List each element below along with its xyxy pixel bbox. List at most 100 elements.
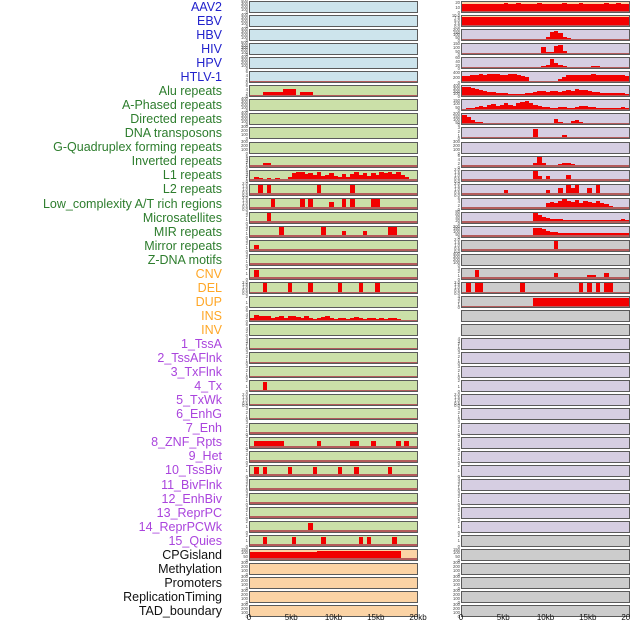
track-label-cpgisland[interactable]: CPGisland bbox=[162, 547, 222, 562]
track-label-dna-transposons[interactable]: DNA transposons bbox=[124, 126, 222, 141]
track-label-l1-repeats[interactable]: L1 repeats bbox=[162, 168, 222, 183]
y-tick-label: 2 bbox=[245, 329, 248, 335]
y-tick-label: 0 bbox=[245, 23, 248, 29]
y-tick-label: 0 bbox=[245, 473, 248, 479]
bar bbox=[266, 316, 272, 322]
y-tick-label: 200 bbox=[241, 60, 248, 66]
bar bbox=[279, 441, 284, 448]
track-label-15-quies[interactable]: 15_Quies bbox=[168, 533, 222, 548]
y-tick-label: 1 bbox=[457, 468, 460, 474]
track-label-a-phased-repeats[interactable]: A-Phased repeats bbox=[121, 98, 222, 113]
track-label-promoters[interactable]: Promoters bbox=[164, 575, 222, 590]
track-bars bbox=[462, 269, 629, 279]
track-label-hpv[interactable]: HPV bbox=[196, 56, 222, 70]
bar bbox=[503, 102, 509, 111]
bar bbox=[558, 3, 563, 12]
bar bbox=[337, 318, 343, 322]
bar bbox=[570, 3, 576, 12]
track-label-8-znf-rpts[interactable]: 8_ZNF_Rpts bbox=[151, 435, 222, 450]
bar bbox=[578, 16, 584, 27]
track-label-13-reprpc[interactable]: 13_ReprPC bbox=[156, 505, 222, 520]
track-label-g-quadruplex-forming-repeats[interactable]: G-Quadruplex forming repeats bbox=[53, 140, 222, 155]
y-tick-label: 100 bbox=[241, 550, 248, 556]
bar bbox=[262, 91, 268, 97]
track-bars bbox=[250, 466, 417, 476]
track-label-alu-repeats[interactable]: Alu repeats bbox=[158, 84, 222, 99]
track-label-del[interactable]: DEL bbox=[197, 280, 222, 295]
track-label-microsatellites[interactable]: Microsatellites bbox=[142, 210, 222, 225]
track-plot bbox=[249, 352, 418, 365]
bar bbox=[354, 172, 359, 181]
track-label-methylation[interactable]: Methylation bbox=[158, 561, 222, 576]
bar bbox=[620, 219, 626, 223]
baseline bbox=[250, 179, 417, 181]
y-tick-label: 2.0 bbox=[454, 237, 460, 243]
y-tick-label: 2 bbox=[457, 378, 460, 384]
y-tick-label: 1 bbox=[457, 344, 460, 350]
bar bbox=[566, 232, 571, 237]
bar bbox=[570, 121, 576, 125]
bar bbox=[371, 199, 376, 209]
baseline bbox=[462, 80, 629, 83]
track-label-12-enhbiv[interactable]: 12_EnhBiv bbox=[161, 491, 222, 506]
track-label-6-enhg[interactable]: 6_EnhG bbox=[176, 407, 222, 422]
bar bbox=[624, 3, 629, 12]
track-label-mir-repeats[interactable]: MIR repeats bbox=[153, 224, 222, 239]
track-plot bbox=[249, 29, 418, 42]
track-label-ins[interactable]: INS bbox=[201, 308, 222, 323]
bar bbox=[341, 318, 347, 322]
track-label-5-txwk[interactable]: 5_TxWk bbox=[176, 393, 222, 408]
bar bbox=[482, 106, 488, 111]
y-axis-ticks: 0 100 200 300 bbox=[228, 588, 248, 604]
baseline bbox=[250, 263, 417, 265]
track-label-hiv[interactable]: HIV bbox=[201, 41, 222, 56]
track-label-aav2[interactable]: AAV2 bbox=[190, 0, 222, 14]
track-label-hbv[interactable]: HBV bbox=[196, 27, 222, 42]
y-tick-label: 2.0 bbox=[454, 279, 460, 285]
track-label-inverted-repeats[interactable]: Inverted repeats bbox=[131, 154, 222, 169]
track-label-htlv-1[interactable]: HTLV-1 bbox=[180, 70, 222, 85]
y-tick-label: 3 bbox=[457, 479, 460, 485]
y-tick-label: 3 bbox=[245, 504, 248, 510]
bar bbox=[266, 213, 272, 223]
track-label-ebv[interactable]: EBV bbox=[196, 13, 222, 28]
track-label-14-reprpcwk[interactable]: 14_ReprPCWk bbox=[138, 519, 222, 534]
track-label-directed-repeats[interactable]: Directed repeats bbox=[130, 112, 222, 127]
track-label-l2-repeats[interactable]: L2 repeats bbox=[162, 182, 222, 197]
y-tick-label: 2 bbox=[245, 294, 248, 300]
bar bbox=[254, 314, 259, 322]
x-tick-label: 15kb bbox=[579, 613, 597, 622]
bar bbox=[595, 74, 601, 83]
right-track-row bbox=[440, 324, 630, 337]
y-tick-label: 2 bbox=[457, 202, 460, 208]
track-label-2-tssaflnk[interactable]: 2_TssAFlnk bbox=[157, 351, 222, 366]
track-label-mirror-repeats[interactable]: Mirror repeats bbox=[144, 238, 222, 253]
track-label-7-enh[interactable]: 7_Enh bbox=[185, 421, 222, 436]
bar bbox=[478, 283, 484, 293]
track-label-dup[interactable]: DUP bbox=[195, 294, 222, 309]
y-tick-label: 2 bbox=[245, 532, 248, 538]
bar bbox=[300, 318, 305, 322]
track-label-1-tssa[interactable]: 1_TssA bbox=[181, 337, 222, 351]
track-label-cnv[interactable]: CNV bbox=[195, 266, 222, 281]
bar bbox=[562, 76, 567, 83]
track-label-tad-boundary[interactable]: TAD_boundary bbox=[138, 603, 222, 618]
y-tick-label: 1 bbox=[457, 413, 460, 419]
track-label-low-complexity-a-t-rich-regions[interactable]: Low_complexity A/T rich regions bbox=[42, 196, 222, 211]
track-label-inv[interactable]: INV bbox=[201, 322, 222, 337]
track-label-9-het[interactable]: 9_Het bbox=[188, 449, 222, 464]
track-label-11-bivflnk[interactable]: 11_BivFlnk bbox=[161, 477, 222, 492]
track-label-4-tx[interactable]: 4_Tx bbox=[194, 379, 222, 394]
y-tick-label: 1 bbox=[245, 271, 248, 277]
track-label-3-txflnk[interactable]: 3_TxFlnk bbox=[170, 365, 222, 380]
track-label-replicationtiming[interactable]: ReplicationTiming bbox=[123, 589, 222, 604]
y-tick-label: 300 bbox=[241, 573, 248, 579]
track-label-10-tssbiv[interactable]: 10_TssBiv bbox=[165, 463, 222, 478]
track-label-z-dna-motifs[interactable]: Z-DNA motifs bbox=[147, 252, 222, 267]
y-tick-label: 300 bbox=[241, 559, 248, 565]
